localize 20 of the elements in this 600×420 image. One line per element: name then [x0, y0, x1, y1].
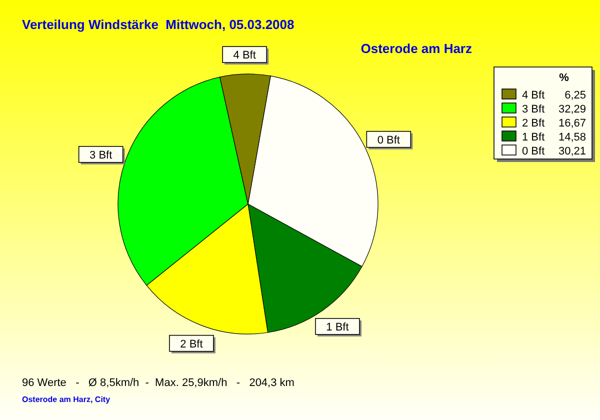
data-label: 30,21 [558, 146, 586, 158]
slice-label: 4 Bft [233, 50, 256, 62]
legend-label: 1 Bft [522, 132, 545, 144]
chart-subtitle: Osterode am Harz [360, 41, 472, 56]
legend-label: 3 Bft [522, 104, 545, 116]
data-label: 32,29 [558, 104, 586, 116]
legend-label: 0 Bft [522, 146, 545, 158]
data-label: 6,25 [564, 90, 586, 102]
text: Osterode am Harz, City [22, 395, 111, 404]
legend-label: 4 Bft [522, 90, 545, 102]
data-label: 14,58 [558, 132, 586, 144]
legend-title: % [559, 72, 570, 84]
slice-label: 0 Bft [377, 134, 400, 146]
slice-label: 3 Bft [90, 149, 112, 162]
chart-title: Verteilung Windstärke Mittwoch, 05.03.2008 [22, 17, 294, 32]
legend-label: 2 Bft [522, 118, 545, 130]
slice-label: 1 Bft [326, 321, 349, 334]
slice-label: 2 Bft [180, 338, 203, 350]
text: 96 Werte - Ø 8,5km/h - Max. 25,9km/h - 204,3 km [22, 377, 294, 389]
data-label: 16,67 [558, 118, 586, 130]
